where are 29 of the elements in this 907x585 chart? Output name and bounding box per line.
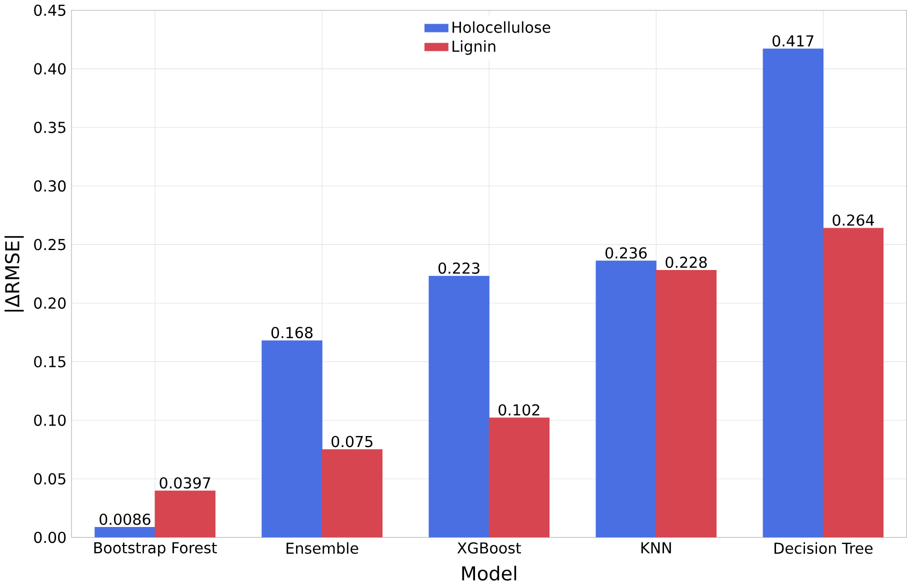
- x-axis-title: Model: [462, 566, 516, 581]
- data-label: 0.417: [772, 35, 814, 47]
- legend-label: Holocellulose: [452, 21, 550, 33]
- y-tick-label: 0.00: [34, 532, 66, 544]
- data-label: 0.228: [666, 256, 707, 268]
- x-tick-label: Ensemble: [286, 542, 358, 554]
- y-tick-label: 0.30: [34, 180, 66, 192]
- data-label: 0.264: [832, 214, 874, 226]
- y-tick-label: 0.20: [34, 297, 66, 309]
- data-label: 0.223: [438, 262, 480, 274]
- x-tick-label: Bootstrap Forest: [94, 542, 217, 556]
- y-tick-label: 0.15: [34, 356, 66, 368]
- y-tick-label: 0.05: [34, 473, 66, 484]
- y-tick-label: 0.25: [34, 238, 66, 250]
- data-label: 0.102: [498, 404, 540, 416]
- legend-label: Lignin: [452, 40, 496, 55]
- data-label: 0.075: [332, 436, 372, 448]
- data-label: 0.168: [271, 326, 313, 338]
- data-label: 0.0397: [160, 477, 210, 488]
- y-axis-title: |ΔRMSE|: [4, 236, 24, 312]
- x-tick-label: KNN: [641, 542, 671, 554]
- x-tick-label: Decision Tree: [774, 542, 873, 554]
- y-tick-label: 0.40: [34, 63, 66, 74]
- data-label: 0.0086: [100, 514, 150, 525]
- y-tick-label: 0.10: [34, 414, 66, 426]
- y-tick-label: 0.35: [34, 122, 66, 134]
- y-tick-label: 0.45: [34, 4, 66, 16]
- x-tick-label: XGBoost: [457, 542, 522, 554]
- data-label: 0.236: [606, 247, 647, 259]
